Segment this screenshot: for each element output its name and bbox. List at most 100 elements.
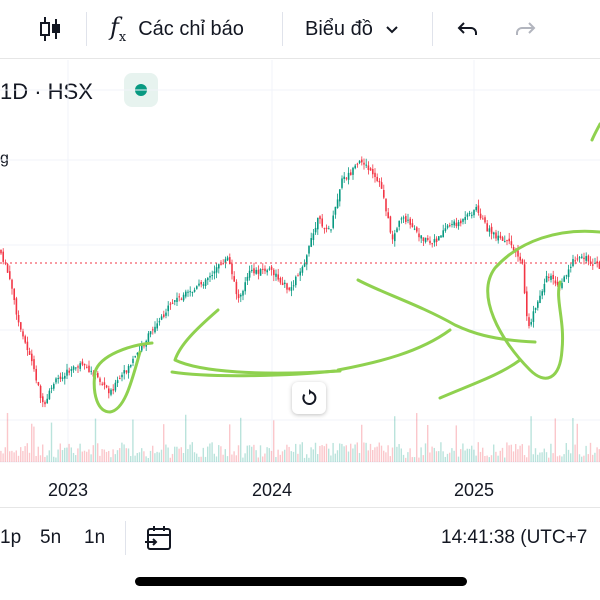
volume-bar — [116, 450, 119, 462]
volume-bar — [248, 445, 251, 462]
candle-body — [413, 228, 416, 230]
volume-bar — [209, 443, 211, 462]
volume-bar — [262, 456, 264, 462]
volume-bar — [224, 449, 226, 462]
candle-style-button[interactable] — [36, 0, 64, 58]
volume-bar — [299, 444, 301, 462]
candle-body — [266, 270, 268, 273]
volume-bar — [163, 424, 165, 462]
candle-body — [572, 259, 574, 267]
volume-bar — [550, 443, 552, 462]
candle-body — [592, 264, 594, 266]
candle-body — [231, 263, 233, 275]
volume-bar — [33, 426, 35, 462]
volume-bar — [361, 424, 363, 462]
candle-body — [451, 224, 453, 226]
candle-body — [255, 269, 257, 274]
volume-bar — [81, 451, 83, 462]
symbol-interval-exchange[interactable]: 1D · HSX — [0, 79, 93, 104]
volume-bar — [132, 419, 134, 462]
clock-timezone[interactable]: 14:41:38 (UTC+7 — [441, 527, 588, 548]
candle-body — [233, 276, 235, 282]
candle-body — [264, 268, 266, 272]
range-button[interactable]: 1n — [84, 527, 106, 548]
candle-body — [391, 234, 394, 240]
volume-bar — [482, 447, 484, 462]
candle-body — [220, 264, 222, 266]
volume-bar — [567, 449, 570, 462]
volume-bar — [189, 444, 191, 462]
volume-bar — [376, 446, 378, 462]
candle-body — [488, 228, 491, 232]
home-indicator — [135, 577, 467, 586]
candle-body — [409, 218, 411, 225]
range-button[interactable]: 5n — [40, 527, 62, 548]
candle-body — [130, 364, 132, 367]
reset-chart-button[interactable] — [292, 382, 326, 414]
volume-bar — [57, 449, 59, 462]
volume-bar — [270, 450, 273, 462]
volume-bar — [543, 448, 545, 462]
x-axis: 2023 2024 2025 — [48, 480, 494, 500]
volume-bar — [528, 445, 530, 462]
candle-body — [141, 345, 143, 351]
candle-body — [15, 298, 18, 315]
candle-body — [262, 268, 264, 270]
candle-body — [352, 167, 354, 175]
volume-bar — [53, 456, 55, 462]
volume-bar — [174, 446, 176, 462]
candle-body — [325, 227, 328, 230]
candle-body — [136, 352, 139, 355]
volume-bar — [413, 457, 416, 462]
volume-bar — [563, 454, 565, 462]
candle-body — [290, 287, 293, 291]
volume-bar — [55, 457, 57, 462]
volume-bar — [152, 445, 154, 462]
volume-bar — [244, 453, 246, 462]
volume-bar — [449, 452, 451, 462]
redo-button[interactable] — [512, 0, 538, 58]
candle-body — [222, 263, 224, 265]
volume-bar — [457, 456, 460, 462]
volume-bar — [218, 445, 220, 462]
price-chart[interactable]: 2023 2024 2025 — [0, 60, 600, 507]
volume-bar — [130, 456, 132, 462]
volume-bar — [572, 417, 574, 462]
candle-body — [449, 225, 451, 227]
volume-bar — [501, 447, 504, 462]
volume-bar — [352, 448, 354, 462]
volume-bar — [136, 453, 138, 462]
volume-bar — [587, 454, 589, 462]
volume-bar — [530, 416, 532, 462]
undo-button[interactable] — [455, 0, 481, 58]
volume-bar — [521, 444, 523, 462]
calendar-goto-icon — [145, 526, 171, 550]
candle-body — [319, 216, 321, 220]
candle-body — [365, 164, 367, 166]
candle-body — [345, 177, 348, 179]
volume-bar — [576, 423, 578, 462]
indicators-button[interactable]: fx Các chỉ báo — [110, 0, 244, 58]
volume-bar — [460, 449, 462, 462]
volume-bar — [290, 451, 292, 462]
volume-bar — [273, 420, 275, 462]
chart-type-button[interactable]: Biểu đồ — [305, 0, 403, 58]
candle-body — [490, 226, 493, 234]
candle-body — [396, 228, 398, 233]
candle-body — [242, 290, 244, 296]
volume-bar — [416, 413, 418, 462]
toolbar-divider — [282, 12, 283, 46]
candle-body — [2, 251, 4, 262]
candle-body — [508, 238, 510, 242]
range-button[interactable]: 1p — [0, 527, 22, 548]
volume-bar — [389, 456, 391, 462]
candle-body — [182, 294, 185, 301]
candle-body — [0, 249, 2, 254]
annotation-lower — [438, 358, 522, 400]
volume-bar — [473, 449, 475, 462]
candle-body — [279, 277, 282, 283]
candle-body — [169, 303, 172, 305]
go-to-date-button[interactable] — [144, 508, 174, 568]
candle-body — [376, 176, 378, 181]
candle-body — [539, 295, 541, 303]
